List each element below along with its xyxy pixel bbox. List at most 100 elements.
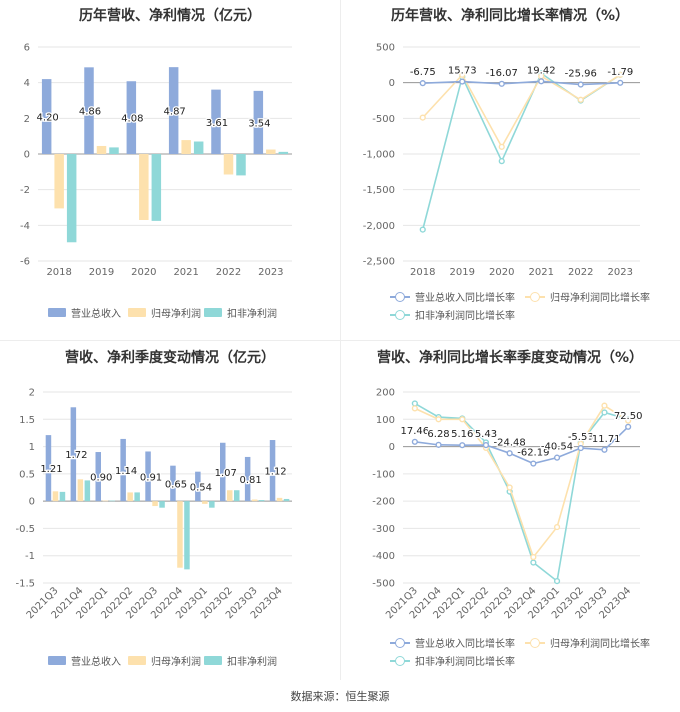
legend-item[interactable]: 营业总收入: [48, 305, 121, 320]
y-tick-label: 1.5: [19, 415, 35, 426]
y-tick-label: -100: [372, 469, 395, 480]
legend-label: 归母净利润同比增长率: [550, 293, 650, 304]
bar: [77, 479, 84, 502]
x-tick-label: 2020: [131, 267, 156, 278]
bar: [177, 501, 183, 568]
series-line: [421, 72, 621, 230]
data-label: 1.72: [65, 450, 87, 461]
bar: [66, 154, 77, 243]
bar: [184, 501, 190, 570]
legend-label: 归母净利润: [151, 657, 201, 668]
legend-item[interactable]: 营业总收入: [48, 653, 121, 668]
y-tick-label: -0.5: [15, 524, 35, 535]
bar: [276, 497, 283, 502]
bar: [220, 442, 226, 502]
legend-line-marker: [525, 291, 545, 302]
legend-item[interactable]: 营业总收入同比增长率: [390, 289, 515, 304]
chart-title: 历年营收、净利同比增长率情况（%）: [390, 8, 630, 24]
series-point: [435, 416, 442, 423]
series-point: [459, 78, 466, 85]
bar: [126, 81, 137, 154]
legend-dot: [395, 637, 405, 648]
bar: [202, 501, 208, 504]
legend-item[interactable]: 归母净利润: [128, 305, 201, 320]
data-label: -40.54: [541, 442, 573, 453]
bar: [84, 67, 94, 154]
data-label: 0.65: [165, 479, 187, 490]
legend-item[interactable]: 扣非净利润: [204, 653, 277, 668]
legend-item[interactable]: 归母净利润同比增长率: [525, 635, 650, 650]
series-point: [617, 79, 624, 86]
legend-item[interactable]: 归母净利润同比增长率: [525, 289, 650, 304]
y-tick-label: 0: [24, 150, 30, 161]
bar: [70, 407, 77, 502]
y-tick-label: -400: [372, 551, 395, 562]
data-label: 0.54: [190, 482, 212, 493]
bar: [193, 141, 204, 154]
legend-item[interactable]: 扣非净利润: [204, 305, 277, 320]
x-tick-label: 2022: [216, 267, 241, 278]
data-label: 6.28: [427, 429, 449, 440]
bar: [227, 490, 233, 502]
legend-item[interactable]: 扣非净利润同比增长率: [390, 653, 515, 668]
bar: [59, 491, 66, 502]
x-tick-label: 2020: [489, 267, 514, 278]
bar: [127, 492, 133, 502]
annual-growth-plot: 500 0 -500 -1,000 -1,500 -2,000 -2,500 2018 2019…: [363, 43, 640, 278]
x-tick-label: 2022: [568, 267, 593, 278]
bar: [269, 440, 276, 502]
legend-line-marker: [390, 637, 410, 648]
series-point: [530, 559, 537, 566]
y-tick-label: 0: [389, 442, 395, 453]
y-tick-label: -300: [372, 524, 395, 535]
y-tick-label: 2: [29, 388, 35, 399]
data-label: -25.96: [565, 69, 597, 80]
data-label: 15.73: [448, 66, 477, 77]
data-label: 1.14: [115, 466, 137, 477]
x-tick-label: 2023: [258, 267, 283, 278]
quarterly-bar-plot: 21.510.50-0.5-1-1.52021Q32021Q42022Q1202…: [15, 388, 292, 621]
bar: [134, 492, 140, 502]
series-point: [411, 405, 418, 412]
y-tick-label: 4: [24, 78, 30, 89]
x-tick-label: 2018: [410, 267, 435, 278]
y-tick-label: 500: [376, 43, 395, 54]
data-label: 5.16: [451, 429, 473, 440]
data-label: 3.61: [206, 118, 228, 129]
y-tick-label: 1: [29, 442, 35, 453]
bar: [234, 490, 240, 502]
y-tick-label: -1,000: [363, 150, 395, 161]
series-point: [625, 417, 632, 424]
y-tick-label: -2,000: [363, 221, 395, 232]
legend-item[interactable]: 营业总收入同比增长率: [390, 635, 515, 650]
series-point: [435, 441, 442, 448]
y-tick-label: -6: [20, 257, 30, 268]
legend-label: 归母净利润同比增长率: [550, 639, 650, 650]
chart-title: 营收、净利季度变动情况（亿元）: [65, 350, 275, 366]
legend-swatch: [204, 656, 222, 665]
bar: [45, 435, 52, 502]
legend-item[interactable]: 扣非净利润同比增长率: [390, 307, 515, 322]
y-tick-label: -2: [20, 185, 30, 196]
y-tick-label: -1: [25, 551, 35, 562]
series-point: [498, 143, 505, 150]
legend-label: 营业总收入同比增长率: [415, 639, 515, 650]
y-tick-label: 0: [29, 497, 35, 508]
series-point: [498, 80, 505, 87]
bar: [139, 154, 149, 220]
data-label: 4.20: [37, 113, 59, 124]
bar: [258, 500, 265, 502]
x-tick-label: 2019: [450, 267, 475, 278]
horizontal-divider: [0, 340, 680, 341]
series-point: [530, 553, 537, 561]
chart-title: 历年营收、净利情况（亿元）: [79, 8, 261, 24]
data-label: -62.19: [517, 448, 549, 459]
bar: [109, 147, 119, 154]
x-tick-label: 2018: [46, 267, 71, 278]
data-label: 19.42: [527, 65, 556, 76]
series-point: [506, 484, 513, 491]
series-point: [482, 441, 490, 449]
y-tick-label: -4: [20, 221, 30, 232]
series-point: [577, 444, 584, 452]
legend-item[interactable]: 归母净利润: [128, 653, 201, 668]
